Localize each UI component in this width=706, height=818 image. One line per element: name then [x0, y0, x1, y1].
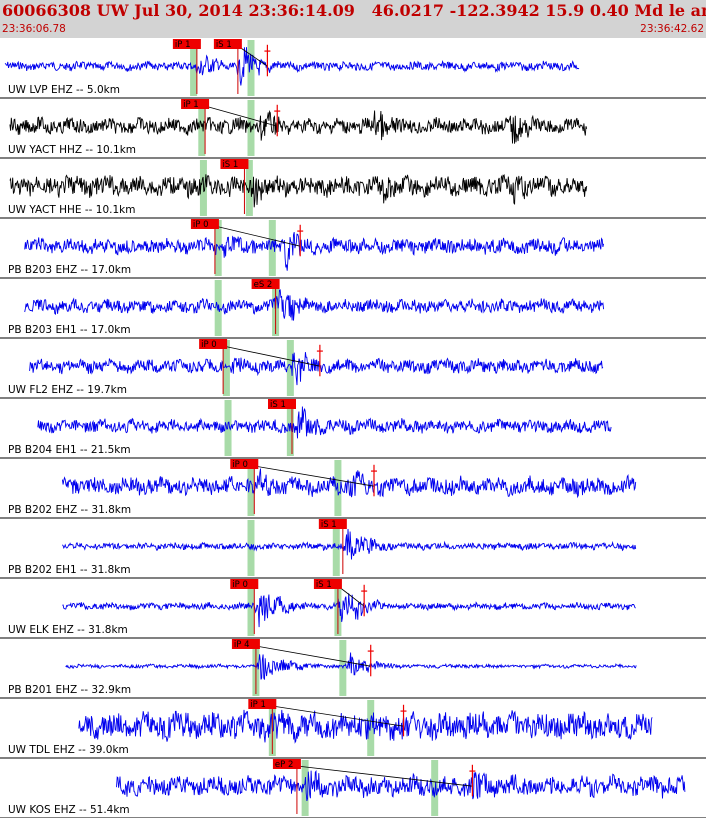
- pick-window-band: [247, 460, 255, 516]
- pick-label-box: [230, 579, 259, 589]
- event-title: 60066308 UW Jul 30, 2014 23:36:14.09 46.…: [2, 1, 706, 20]
- travel-time-curve: [223, 345, 320, 367]
- station-label: UW TDL EHZ -- 39.0km: [8, 744, 129, 756]
- pick-label-box: [230, 459, 259, 469]
- travel-time-curve: [272, 705, 404, 727]
- pick-label: iP 0: [193, 220, 209, 230]
- waveform-panel: iP 1 iS 1 UW LVP EHZ -- 5.0km iP 1 UW YACT H…: [0, 39, 706, 818]
- pick-label-box: [318, 519, 347, 529]
- travel-time-curve: [337, 585, 365, 607]
- pick-label-box: [181, 99, 210, 109]
- pick-label-box: [220, 159, 249, 169]
- waveform-trace: [29, 352, 604, 386]
- pick-label: iP 0: [232, 580, 248, 590]
- pick-window-band: [431, 760, 439, 816]
- pick-label: iP 1: [175, 40, 191, 50]
- station-label: UW FL2 EHZ -- 19.7km: [8, 384, 127, 396]
- pick-window-band: [332, 520, 340, 576]
- pick-label: iS 1: [321, 520, 337, 530]
- pick-label: iS 1: [216, 40, 232, 50]
- pick-window-band: [301, 760, 309, 816]
- station-label: UW ELK EHZ -- 31.8km: [8, 624, 128, 636]
- waveform-trace: [9, 174, 588, 208]
- pick-label-box: [248, 699, 277, 709]
- pick-label-box: [272, 759, 301, 769]
- pick-label-box: [199, 339, 228, 349]
- pick-label: iS 1: [270, 400, 286, 410]
- waveform-trace: [61, 468, 637, 499]
- pick-label: iP 0: [232, 460, 248, 470]
- pick-label: iS 1: [316, 580, 332, 590]
- pick-label: iP 0: [201, 340, 217, 350]
- travel-time-curve: [204, 105, 278, 127]
- station-label: PB B203 EH1 -- 17.0km: [8, 324, 131, 336]
- waveform-trace: [78, 709, 653, 744]
- station-label: PB B201 EHZ -- 32.9km: [8, 684, 131, 696]
- pick-label-box: [268, 399, 296, 409]
- waveform-trace: [4, 47, 580, 86]
- station-label: UW YACT HHE -- 10.1km: [8, 204, 135, 216]
- pick-label-box: [313, 579, 342, 589]
- pick-window-band: [198, 100, 206, 156]
- station-label: PB B202 EHZ -- 31.8km: [8, 504, 131, 516]
- pick-label-box: [190, 219, 219, 229]
- pick-window-band: [214, 220, 222, 276]
- time-start-label: 23:36:06.78: [2, 23, 66, 35]
- travel-time-curve: [296, 765, 473, 787]
- waveform-trace: [24, 231, 605, 271]
- travel-time-curve: [214, 225, 301, 247]
- waveform-trace: [62, 528, 637, 560]
- pick-label: eP 2: [275, 760, 293, 770]
- pick-label: iS 1: [222, 160, 238, 170]
- pick-label-box: [231, 639, 260, 649]
- waveform-trace: [24, 289, 605, 321]
- pick-label-box: [213, 39, 242, 49]
- pick-label: iP 1: [183, 100, 199, 110]
- station-label: PB B203 EHZ -- 17.0km: [8, 264, 131, 276]
- pick-label-box: [251, 279, 280, 289]
- waveform-trace: [37, 406, 612, 439]
- waveform-trace: [65, 652, 637, 680]
- waveform-trace: [116, 769, 686, 802]
- waveform-trace: [9, 110, 588, 144]
- travel-time-curve: [255, 645, 371, 667]
- station-label: PB B204 EH1 -- 21.5km: [8, 444, 131, 456]
- pick-window-band: [268, 220, 276, 276]
- station-label: UW KOS EHZ -- 51.4km: [8, 804, 130, 816]
- pick-window-band: [247, 100, 255, 156]
- pick-window-band: [367, 700, 375, 756]
- pick-label: iP 4: [234, 640, 250, 650]
- station-label: UW YACT HHZ -- 10.1km: [8, 144, 136, 156]
- pick-label: eS 2: [254, 280, 273, 290]
- time-end-label: 23:36:42.62: [640, 23, 704, 35]
- pick-label: iP 1: [250, 700, 266, 710]
- waveform-trace: [62, 593, 636, 628]
- pick-label-box: [172, 39, 201, 49]
- station-label: PB B202 EH1 -- 31.8km: [8, 564, 131, 576]
- travel-time-curve: [254, 465, 375, 487]
- event-header: 60066308 UW Jul 30, 2014 23:36:14.09 46.…: [0, 0, 706, 38]
- station-label: UW LVP EHZ -- 5.0km: [8, 84, 120, 96]
